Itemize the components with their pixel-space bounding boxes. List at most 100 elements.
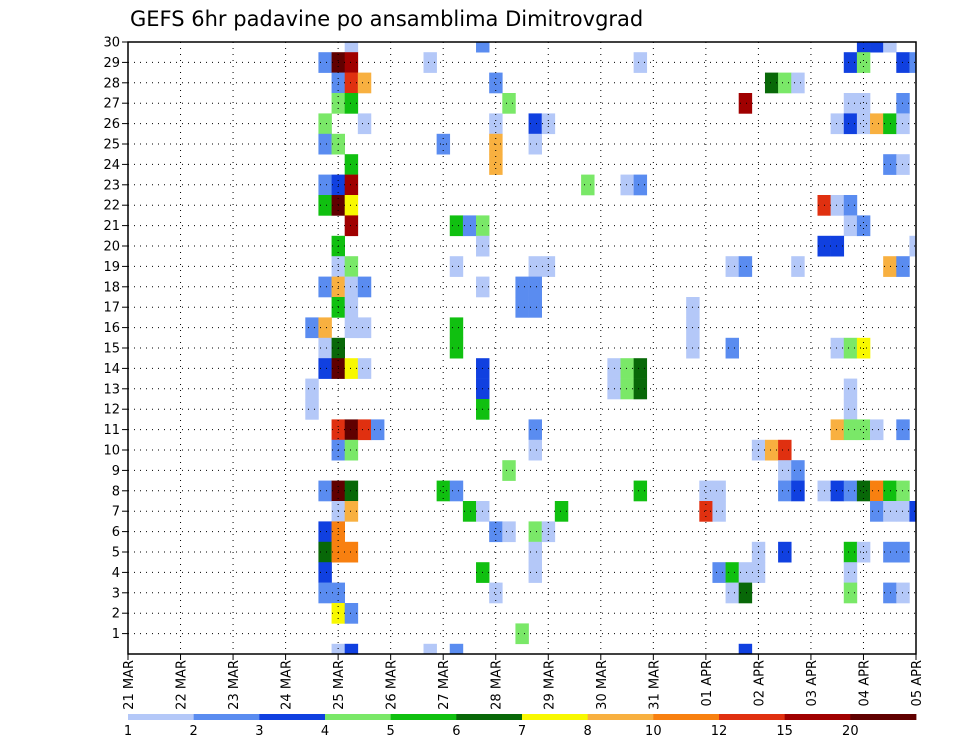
heatmap-cell — [357, 72, 372, 94]
chart-title: GEFS 6hr padavine po ansamblima Dimitrov… — [130, 7, 643, 31]
colorbar-segment — [390, 714, 457, 720]
heatmap-cell — [305, 317, 319, 339]
heatmap-cell — [896, 541, 910, 563]
heatmap-cell — [843, 562, 858, 583]
heatmap-cell — [344, 317, 359, 339]
heatmap-cell — [489, 582, 503, 604]
heatmap-cell — [344, 480, 359, 502]
heatmap-cell — [856, 215, 871, 237]
y-tick-label: 2 — [112, 607, 120, 622]
heatmap-cell — [357, 317, 372, 339]
y-tick-label: 1 — [112, 627, 120, 642]
heatmap-cell — [620, 358, 634, 379]
heatmap-cell — [883, 541, 897, 563]
heatmap-cell — [830, 235, 845, 257]
colorbar-label: 2 — [190, 724, 198, 739]
heatmap-cell — [344, 42, 359, 53]
heatmap-cell — [712, 501, 726, 522]
heatmap-cell — [489, 521, 503, 543]
heatmap-cell — [843, 52, 858, 73]
y-tick-label: 8 — [112, 484, 120, 499]
x-tick-label: 26 MAR — [385, 660, 400, 710]
heatmap-cell — [896, 419, 910, 441]
heatmap-cell — [830, 195, 845, 216]
heatmap-cell — [633, 378, 648, 400]
y-tick-label: 10 — [103, 444, 120, 459]
colorbar-segment — [653, 714, 720, 720]
x-tick-label: 30 MAR — [595, 660, 610, 710]
heatmap-cell — [896, 256, 910, 277]
x-axis-ticks: 21 MAR 22 MAR 23 MAR 24 MAR 25 MAR 26 MAR 27 M… — [122, 654, 925, 710]
y-tick-label: 3 — [112, 586, 120, 601]
y-tick-label: 9 — [112, 464, 120, 479]
heatmap-cell — [515, 276, 529, 298]
heatmap-cell — [856, 419, 871, 441]
heatmap-cell — [489, 72, 503, 94]
y-tick-label: 28 — [103, 76, 120, 91]
heatmap-cell — [896, 582, 910, 604]
heatmap-cell — [528, 541, 542, 563]
x-tick-label: 05 APR — [910, 660, 925, 706]
colorbar-label: 4 — [321, 724, 329, 739]
heatmap-cell — [344, 297, 359, 318]
heatmap-cell — [843, 113, 858, 135]
heatmap-cell — [449, 480, 464, 502]
x-tick-label: 21 MAR — [122, 660, 137, 710]
colorbar-segment — [259, 714, 326, 720]
heatmap-cell — [712, 480, 726, 502]
y-tick-label: 11 — [103, 423, 120, 438]
heatmap-cell — [318, 582, 332, 604]
heatmap-cell — [318, 52, 332, 73]
heatmap-cell — [896, 113, 910, 135]
x-tick-label: 03 APR — [805, 660, 820, 706]
heatmap-cell — [344, 72, 359, 94]
heatmap-cell — [883, 501, 897, 522]
y-tick-label: 30 — [103, 36, 120, 51]
heatmap-cell — [725, 337, 739, 359]
y-tick-label: 18 — [103, 280, 120, 295]
heatmap-cell — [318, 113, 332, 135]
heatmap-cell — [883, 582, 897, 604]
heatmap-cell — [318, 276, 332, 298]
y-tick-label: 24 — [103, 158, 120, 173]
heatmap-cell — [344, 419, 359, 441]
x-tick-label: 04 APR — [857, 660, 872, 706]
heatmap-cell — [554, 501, 569, 522]
heatmap-cell — [344, 439, 359, 461]
x-tick-label: 24 MAR — [280, 660, 295, 710]
heatmap-cell — [738, 582, 753, 604]
heatmap-cell — [528, 133, 542, 155]
colorbar-segment — [719, 714, 786, 720]
heatmap-cell — [528, 276, 542, 298]
y-tick-label: 21 — [103, 219, 120, 234]
heatmap-cell — [830, 419, 845, 441]
heatmap-cell — [778, 439, 792, 461]
heatmap-cell — [830, 113, 845, 135]
heatmap-cell — [738, 562, 753, 583]
heatmap-cell — [699, 480, 713, 502]
heatmap-cell — [843, 541, 858, 563]
heatmap-cell — [318, 358, 332, 379]
y-tick-label: 26 — [103, 117, 120, 132]
heatmap-cell — [344, 93, 359, 114]
heatmap-cell — [357, 419, 372, 441]
heatmap-cell — [633, 358, 648, 379]
y-tick-label: 5 — [112, 546, 120, 561]
heatmap-cell — [896, 52, 910, 73]
heatmap-cell — [791, 480, 805, 502]
heatmap-cell — [883, 256, 897, 277]
heatmap-cell — [462, 501, 477, 522]
y-tick-label: 4 — [112, 566, 120, 581]
heatmap-cell — [476, 42, 490, 53]
heatmap-cell — [883, 113, 897, 135]
heatmap-cell — [318, 562, 332, 583]
colorbar-segment — [522, 714, 589, 720]
heatmap-cell — [830, 337, 845, 359]
y-tick-label: 16 — [103, 321, 120, 336]
heatmap-cell — [843, 195, 858, 216]
colorbar-label: 6 — [452, 724, 460, 739]
heatmap-cell — [528, 521, 542, 543]
heatmap-cell — [699, 501, 713, 522]
heatmap-cell — [449, 215, 464, 237]
heatmap-cell — [843, 582, 858, 604]
